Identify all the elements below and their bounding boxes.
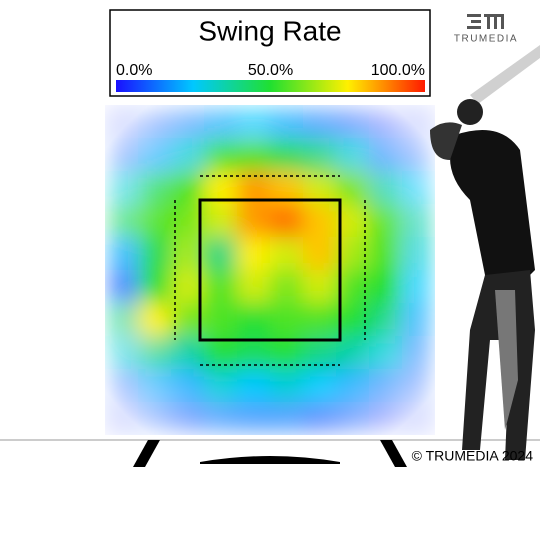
credit: © TRUMEDIA 2024	[412, 448, 534, 464]
edge-fade	[105, 105, 435, 435]
strike-zone	[198, 198, 342, 342]
colorbar-tick-label: 0.0%	[116, 62, 152, 79]
shadow-zone	[174, 175, 366, 366]
logo-mark	[467, 14, 504, 29]
colorbar-tick-label: 100.0%	[371, 62, 425, 79]
home-plate	[133, 440, 407, 467]
chart-title: Swing Rate	[198, 15, 341, 46]
logo-text: TRUMEDIA	[454, 34, 518, 45]
colorbar	[116, 80, 425, 92]
batter	[430, 45, 540, 460]
colorbar-tick-label: 50.0%	[248, 62, 293, 79]
